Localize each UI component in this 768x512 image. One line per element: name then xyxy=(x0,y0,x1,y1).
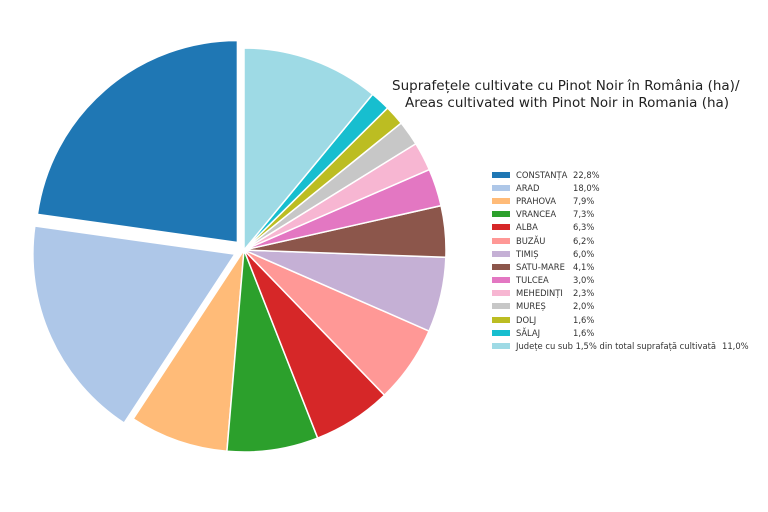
legend-swatch xyxy=(492,211,510,218)
legend-value: 11,0% xyxy=(722,341,749,352)
legend-label: ALBA xyxy=(516,222,538,233)
legend-swatch xyxy=(492,316,510,323)
legend-label: DOLJ xyxy=(516,314,537,325)
legend-swatch xyxy=(492,277,510,284)
legend-value: 2,3% xyxy=(573,288,595,299)
chart-title-line-1: Suprafețele cultivate cu Pinot Noir în R… xyxy=(392,78,740,94)
legend-value: 4,1% xyxy=(573,261,595,272)
legend-swatch xyxy=(492,263,510,270)
legend-value: 6,0% xyxy=(573,248,595,259)
legend-swatch xyxy=(492,171,510,178)
legend-value: 6,3% xyxy=(573,222,595,233)
legend-value: 1,6% xyxy=(573,314,595,325)
legend-swatch xyxy=(492,197,510,204)
legend-label: PRAHOVA xyxy=(516,195,556,206)
legend-item: DOLJ 1,6% xyxy=(492,313,749,326)
chart-title-line-2: Areas cultivated with Pinot Noir in Roma… xyxy=(405,95,730,111)
legend-item: MEHEDINȚI 2,3% xyxy=(492,287,749,300)
pie-slice-1 xyxy=(36,39,239,244)
legend-value: 3,0% xyxy=(573,275,595,286)
legend-label: MEHEDINȚI xyxy=(516,288,563,299)
legend-item: VRANCEA 7,3% xyxy=(492,208,749,221)
legend-label: SĂLAJ xyxy=(516,327,541,338)
legend-item: PRAHOVA 7,9% xyxy=(492,194,749,207)
legend-label: MUREȘ xyxy=(516,301,546,312)
legend-item: CONSTANȚA 22,8% xyxy=(492,168,749,181)
legend-item: TULCEA 3,0% xyxy=(492,274,749,287)
legend-value: 7,3% xyxy=(573,209,595,220)
legend-item: BUZĂU 6,2% xyxy=(492,234,749,247)
legend-item: ALBA 6,3% xyxy=(492,221,749,234)
legend-value: 2,0% xyxy=(573,301,595,312)
legend-label: BUZĂU xyxy=(516,235,546,246)
legend-value: 22,8% xyxy=(573,169,600,180)
legend-item: Județe cu sub 1,5% din total suprafață c… xyxy=(492,339,749,352)
legend-value: 7,9% xyxy=(573,195,595,206)
legend-label: SATU-MARE xyxy=(516,261,565,272)
legend-label: TIMIȘ xyxy=(516,248,539,259)
legend-swatch xyxy=(492,329,510,336)
legend-swatch xyxy=(492,303,510,310)
legend-value: 6,2% xyxy=(573,235,595,246)
pie-slice-14 xyxy=(243,47,374,253)
legend-value: 18,0% xyxy=(573,182,600,193)
legend-swatch xyxy=(492,224,510,231)
legend-label: Județe cu sub 1,5% din total suprafață c… xyxy=(516,341,717,352)
legend-swatch xyxy=(492,290,510,297)
legend-item: TIMIȘ 6,0% xyxy=(492,247,749,260)
legend-swatch xyxy=(492,237,510,244)
legend-item: SATU-MARE 4,1% xyxy=(492,260,749,273)
legend-item: SĂLAJ 1,6% xyxy=(492,326,749,339)
pie-slice-3 xyxy=(132,249,245,453)
legend-value: 1,6% xyxy=(573,327,595,338)
legend-swatch xyxy=(492,250,510,257)
legend-label: VRANCEA xyxy=(516,209,557,220)
legend-swatch xyxy=(492,184,510,191)
legend-item: MUREȘ 2,0% xyxy=(492,300,749,313)
legend-item: ARAD 18,0% xyxy=(492,181,749,194)
pie-slice-2 xyxy=(32,225,237,425)
legend-label: ARAD xyxy=(516,182,540,193)
chart-legend: CONSTANȚA 22,8% ARAD 18,0% PRAHOVA 7,9% VRANCE… xyxy=(492,168,749,353)
legend-swatch xyxy=(492,343,510,350)
legend-label: CONSTANȚA xyxy=(516,169,568,180)
legend-label: TULCEA xyxy=(516,275,549,286)
